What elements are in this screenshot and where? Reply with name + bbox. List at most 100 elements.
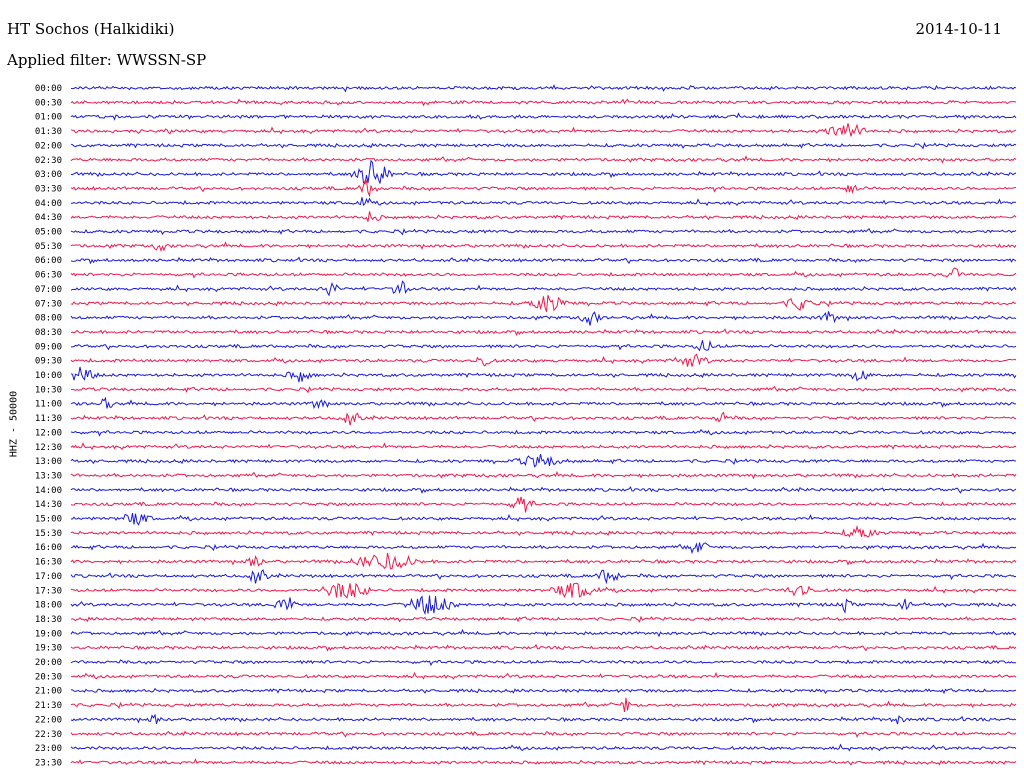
row-time-label: 08:00 <box>35 314 62 324</box>
row-time-label: 09:00 <box>35 342 62 352</box>
trace-line <box>70 713 1017 725</box>
trace-line <box>70 552 1017 570</box>
trace-line <box>70 687 1017 695</box>
row-time-label: 22:00 <box>35 715 62 725</box>
trace-line <box>70 758 1017 766</box>
trace-line <box>70 697 1017 712</box>
trace-line <box>70 295 1017 312</box>
trace-line <box>70 743 1017 752</box>
row-time-label: 23:30 <box>35 758 62 768</box>
row-time-label: 03:30 <box>35 184 62 194</box>
trace-line <box>70 366 1017 383</box>
row-time-label: 20:00 <box>35 658 62 668</box>
trace-line <box>70 280 1017 297</box>
row-time-label: 19:00 <box>35 629 62 639</box>
trace-line <box>70 582 1017 599</box>
trace-line <box>70 328 1017 337</box>
row-time-label: 21:30 <box>35 701 62 711</box>
trace-line <box>70 628 1017 638</box>
row-time-label: 13:30 <box>35 471 62 481</box>
trace-line <box>70 730 1017 738</box>
row-time-label: 00:00 <box>35 84 62 94</box>
row-time-label: 14:30 <box>35 500 62 510</box>
row-time-label: 12:30 <box>35 443 62 453</box>
trace-line <box>70 595 1017 616</box>
trace-line <box>70 84 1017 93</box>
row-time-label: 22:30 <box>35 730 62 740</box>
row-time-label: 17:00 <box>35 572 62 582</box>
trace-line <box>70 496 1017 513</box>
row-time-label: 14:00 <box>35 486 62 496</box>
row-time-label: 19:30 <box>35 644 62 654</box>
row-time-label: 05:00 <box>35 228 62 238</box>
trace-line <box>70 159 1017 185</box>
row-time-label: 07:00 <box>35 285 62 295</box>
row-time-label: 16:00 <box>35 543 62 553</box>
row-time-label: 00:30 <box>35 98 62 108</box>
trace-line <box>70 241 1017 253</box>
trace-line <box>70 197 1016 207</box>
row-time-label: 07:30 <box>35 299 62 309</box>
row-time-label: 11:30 <box>35 414 62 424</box>
trace-line <box>70 643 1017 652</box>
row-time-label: 20:30 <box>35 672 62 682</box>
trace-line <box>70 615 1017 623</box>
row-time-label: 09:30 <box>35 357 62 367</box>
trace-line <box>70 385 1017 394</box>
row-time-label: 16:30 <box>35 558 62 568</box>
trace-line <box>71 513 1017 526</box>
trace-line <box>70 267 1017 279</box>
trace-line <box>70 524 1017 538</box>
row-time-label: 01:30 <box>35 127 62 137</box>
row-time-label: 11:00 <box>35 400 62 410</box>
row-time-label: 13:00 <box>35 457 62 467</box>
trace-line <box>70 470 1017 480</box>
date-label: 2014-10-11 <box>915 20 1002 38</box>
trace-line <box>70 123 1017 137</box>
row-time-label: 01:00 <box>35 113 62 123</box>
row-time-label: 18:00 <box>35 601 62 611</box>
trace-line <box>70 256 1017 265</box>
trace-line <box>70 659 1017 667</box>
row-time-label: 05:30 <box>35 242 62 252</box>
trace-line <box>70 442 1017 451</box>
trace-line <box>70 142 1017 150</box>
trace-line <box>70 339 1017 352</box>
trace-line <box>70 453 1017 468</box>
row-time-label: 21:00 <box>35 687 62 697</box>
trace-line <box>70 353 1017 367</box>
trace-line <box>70 155 1017 164</box>
row-time-label: 17:30 <box>35 586 62 596</box>
row-time-label: 10:00 <box>35 371 62 381</box>
trace-line <box>70 98 1017 107</box>
trace-line <box>70 112 1017 121</box>
trace-line <box>70 211 1017 222</box>
row-time-label: 02:00 <box>35 141 62 151</box>
trace-line <box>71 671 1017 680</box>
row-time-label: 10:30 <box>35 385 62 395</box>
trace-line <box>70 486 1017 494</box>
row-time-label: 15:30 <box>35 529 62 539</box>
row-time-label: 15:00 <box>35 515 62 525</box>
station-title: HT Sochos (Halkidiki) <box>7 20 175 38</box>
filter-label: Applied filter: WWSSN-SP <box>7 51 207 69</box>
row-time-label: 18:30 <box>35 615 62 625</box>
trace-line <box>70 396 1017 410</box>
trace-line <box>70 180 1017 198</box>
row-time-label: 04:00 <box>35 199 62 209</box>
trace-line <box>70 411 1017 426</box>
trace-line <box>70 428 1017 437</box>
trace-line <box>70 311 1017 326</box>
row-time-label: 02:30 <box>35 156 62 166</box>
row-time-label: 03:00 <box>35 170 62 180</box>
row-time-label: 06:30 <box>35 271 62 281</box>
row-time-label: 23:00 <box>35 744 62 754</box>
row-time-label: 06:00 <box>35 256 62 266</box>
trace-line <box>70 569 1017 585</box>
row-time-label: 12:00 <box>35 428 62 438</box>
trace-line <box>70 228 1017 236</box>
row-time-label: 08:30 <box>35 328 62 338</box>
row-time-label: 04:30 <box>35 213 62 223</box>
trace-line <box>70 542 1017 555</box>
